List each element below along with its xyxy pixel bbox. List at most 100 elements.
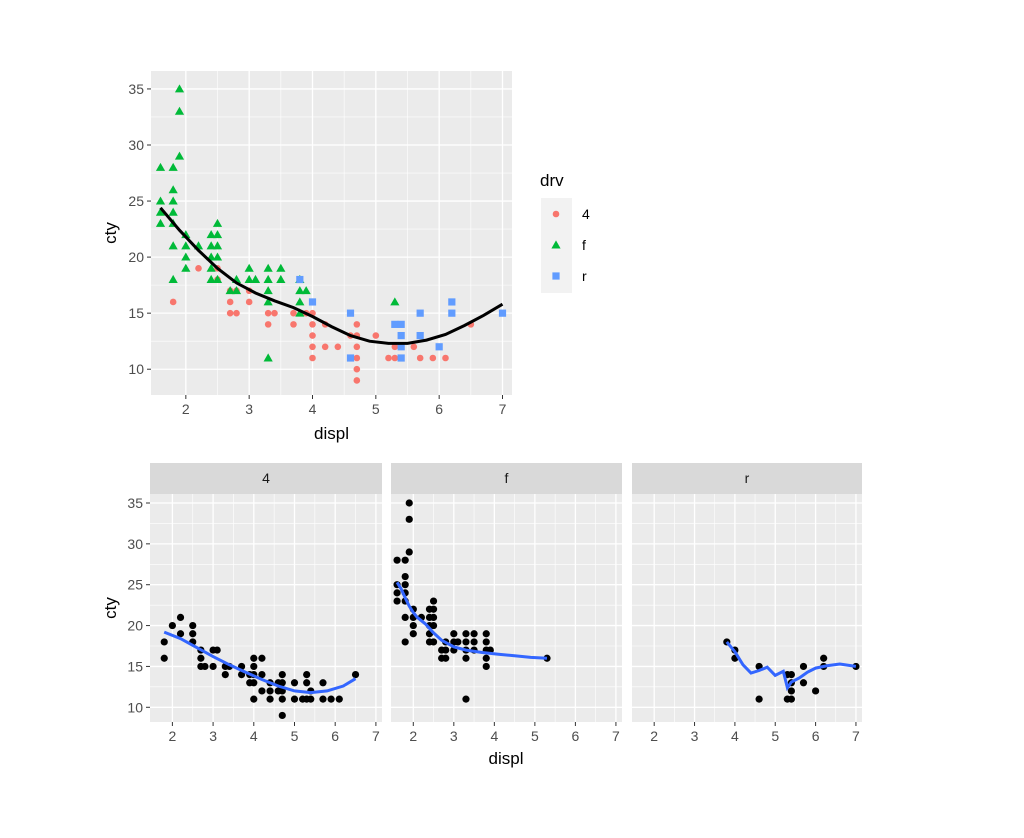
facet-point-f (462, 695, 470, 703)
point-drv-4 (391, 343, 399, 351)
point-drv-r (397, 320, 405, 328)
point-drv-f (263, 353, 273, 362)
point-drv-f (212, 230, 223, 239)
point-drv-f (174, 84, 185, 93)
facet-4: 4 2 3 4 5 6 7 (150, 463, 382, 744)
facet-point-4 (278, 711, 286, 720)
facet-point-r (820, 654, 828, 662)
point-drv-r (308, 298, 317, 306)
facet-point-f (429, 613, 438, 621)
top-plot-y-tick-label: 10 (128, 361, 144, 377)
top-plot-x-axis-title: displ (314, 424, 349, 443)
point-drv-4 (309, 354, 316, 362)
point-drv-f (263, 274, 273, 283)
facet-r-x-tick-label: 7 (852, 728, 860, 744)
point-drv-r (416, 331, 424, 340)
top-plot-points (155, 84, 507, 384)
point-drv-r (346, 309, 355, 317)
facet-point-f (429, 621, 438, 630)
point-drv-r (448, 298, 456, 306)
facet-point-4 (266, 695, 274, 703)
point-drv-f (231, 286, 242, 295)
facet-point-4 (221, 671, 229, 679)
point-drv-4 (416, 354, 424, 362)
faceted-plot-y-tick-label: 20 (127, 618, 143, 634)
point-drv-f (244, 274, 254, 283)
top-plot: 2 3 4 5 6 7 10 15 20 25 30 35 displ cty drv 4 fr (101, 71, 590, 443)
point-drv-r (448, 309, 456, 317)
point-drv-4 (353, 365, 361, 373)
facet-point-f (405, 548, 413, 556)
faceted-plot-y-tick-label: 10 (127, 699, 143, 715)
point-drv-f (276, 274, 286, 283)
faceted-plot-y-tick-label: 30 (127, 536, 143, 552)
facet-4-x-tick-label: 6 (331, 728, 339, 744)
facet-point-4 (258, 671, 266, 679)
facet-point-4 (250, 654, 258, 662)
faceted-plot-x-axis-title: displ (489, 749, 524, 768)
point-drv-f (155, 218, 166, 227)
point-drv-f (263, 297, 273, 306)
point-drv-f (301, 286, 311, 295)
legend-key-4 (552, 210, 560, 218)
facet-point-f (393, 597, 401, 605)
top-plot-y-axis-title: cty (101, 222, 120, 244)
legend-entry-r: r (552, 268, 587, 284)
facet-x-axis-r: 2 3 4 5 6 7 (650, 722, 860, 744)
facet-point-f (470, 630, 478, 638)
facet-gridlines-r (632, 494, 862, 722)
point-drv-r (346, 354, 355, 362)
facet-r-x-tick-label: 2 (650, 728, 658, 744)
facet-x-axis-f: 2 3 4 5 6 7 (409, 722, 620, 744)
point-drv-f (244, 263, 254, 272)
faceted-plot: 4 2 3 4 5 6 7 f 2 3 4 5 6 7 r 2 3 4 5 6 7 10 15 20 25 30 35 displ… (101, 463, 862, 768)
point-drv-4 (169, 298, 177, 306)
facet-point-4 (278, 695, 286, 703)
point-drv-4 (309, 332, 316, 339)
facet-point-f (462, 638, 470, 646)
point-drv-4 (290, 309, 297, 317)
point-drv-4 (195, 265, 202, 272)
point-drv-f (212, 241, 223, 250)
facet-point-f (393, 556, 401, 564)
point-drv-f (276, 263, 286, 272)
facet-point-f (429, 605, 438, 613)
point-drv-r (397, 354, 405, 362)
point-drv-f (212, 252, 223, 261)
facet-r-x-tick-label: 4 (731, 728, 739, 744)
facet-strip-label-4: 4 (262, 470, 270, 486)
facet-point-4 (197, 654, 205, 662)
facet-r: r 2 3 4 5 6 7 (632, 463, 862, 744)
point-drv-f (295, 286, 305, 295)
point-drv-f (206, 263, 216, 272)
top-plot-y-tick-label: 30 (128, 137, 144, 153)
facet-point-4 (176, 613, 185, 621)
point-drv-f (174, 151, 185, 160)
facet-point-4 (250, 662, 258, 671)
faceted-plot-y-axis: 10 15 20 25 30 35 (127, 495, 150, 715)
legend-entries: 4 fr (551, 206, 590, 284)
facet-smooth-line-f (395, 581, 548, 660)
point-drv-4 (264, 309, 272, 317)
facet-point-4 (278, 679, 286, 687)
facet-point-f (482, 654, 490, 662)
faceted-plot-y-tick-label: 35 (127, 495, 143, 511)
facet-point-4 (319, 695, 327, 703)
point-drv-4 (353, 321, 361, 328)
point-drv-f (295, 297, 305, 306)
top-plot-smooth-line (159, 206, 504, 345)
facet-point-4 (327, 695, 335, 703)
facet-4-x-tick-label: 7 (372, 728, 380, 744)
facet-point-f (409, 630, 417, 638)
point-drv-f (155, 207, 166, 216)
facet-points-f (393, 499, 551, 703)
point-drv-f (263, 263, 273, 272)
point-drv-r (435, 343, 443, 351)
facet-point-f (442, 646, 450, 654)
facet-point-r (787, 687, 795, 695)
facet-4-x-tick-label: 3 (209, 728, 217, 744)
top-plot-y-tick-label: 20 (128, 249, 144, 265)
point-drv-f (168, 274, 178, 283)
top-plot-x-tick-label: 3 (245, 401, 253, 417)
facet-panel-f (391, 494, 622, 722)
